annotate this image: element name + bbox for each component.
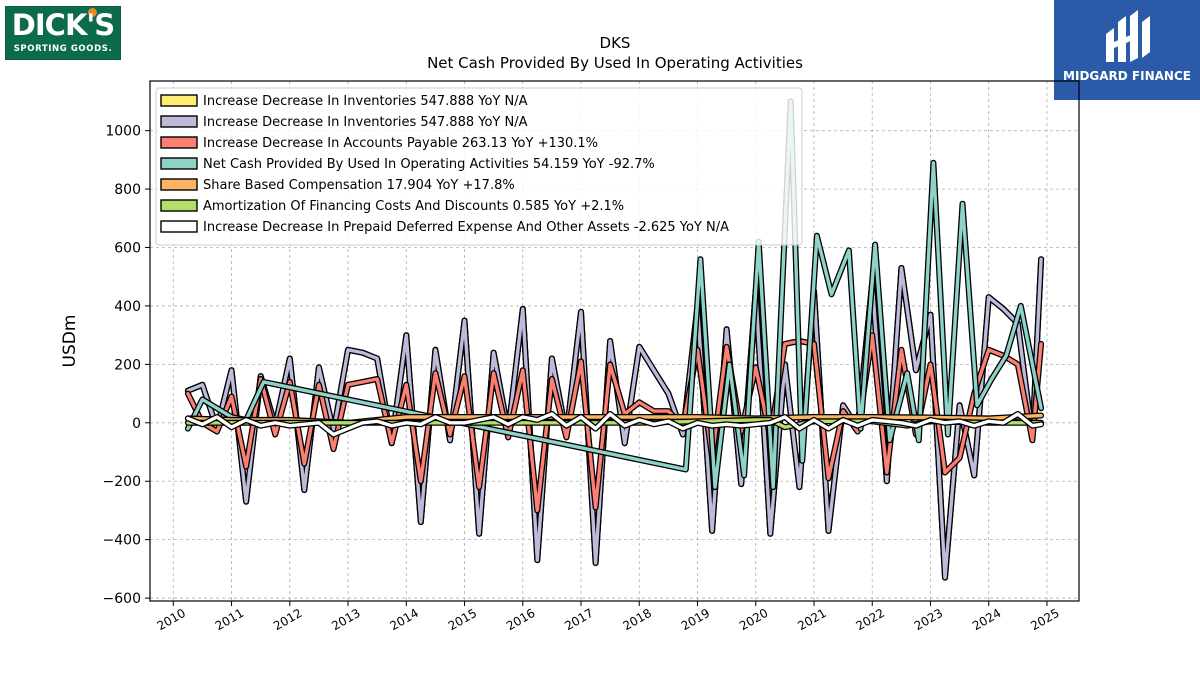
y-tick-label: 600 xyxy=(114,241,141,257)
logo-left-line1: DICK'S xyxy=(11,8,115,42)
y-tick-label: 400 xyxy=(114,299,141,315)
y-axis-label: USDm xyxy=(60,315,80,368)
plot-frame xyxy=(149,80,1080,602)
legend-swatch xyxy=(160,94,198,107)
y-tick-label: −400 xyxy=(103,533,141,549)
y-tick-label: 0 xyxy=(132,416,141,432)
x-tick-label: 2013 xyxy=(329,606,362,633)
legend-swatch xyxy=(160,178,198,191)
x-tick-label: 2024 xyxy=(970,606,1003,633)
legend-box xyxy=(155,87,803,246)
axes: 2010 2011 2012 2013 2014 2015 2016 2017 2018 2019… xyxy=(103,124,1062,634)
x-tick-label: 2023 xyxy=(912,606,945,633)
legend-swatch xyxy=(160,199,198,212)
x-tick-label: 2022 xyxy=(854,606,887,633)
legend-label: Increase Decrease In Inventories 547.888… xyxy=(203,115,528,130)
x-tick-label: 2015 xyxy=(446,606,479,633)
y-tick-label: −600 xyxy=(103,591,141,607)
series-line xyxy=(186,99,1043,489)
y-tick-label: 200 xyxy=(114,357,141,373)
x-tick-label: 2020 xyxy=(737,606,770,633)
legend: Increase Decrease In Inventories 547.888… xyxy=(155,87,803,246)
x-tick-label: 2016 xyxy=(504,606,537,633)
x-tick-label: 2025 xyxy=(1028,606,1061,633)
x-tick-label: 2017 xyxy=(562,606,595,633)
x-tick-label: 2010 xyxy=(155,606,188,633)
legend-label: Increase Decrease In Inventories 547.888… xyxy=(203,94,528,109)
legend-label: Amortization Of Financing Costs And Disc… xyxy=(203,199,624,214)
legend-label: Net Cash Provided By Used In Operating A… xyxy=(203,157,655,172)
x-tick-label: 2014 xyxy=(388,606,421,633)
logo-left-line2: SPORTING GOODS. xyxy=(13,44,113,54)
x-tick-label: 2019 xyxy=(679,606,712,633)
chart-subtitle: Net Cash Provided By Used In Operating A… xyxy=(427,54,803,72)
series-line xyxy=(186,412,1043,437)
x-tick-label: 2021 xyxy=(795,606,828,633)
midgard-emblem-icon xyxy=(1106,10,1150,62)
y-tick-label: 800 xyxy=(114,182,141,198)
midgard-finance-logo: MIDGARD FINANCE xyxy=(1054,0,1200,100)
legend-swatch xyxy=(160,220,198,233)
legend-label: Share Based Compensation 17.904 YoY +17.… xyxy=(203,178,515,193)
y-tick-label: 1000 xyxy=(105,124,141,140)
series-lines xyxy=(184,98,1045,581)
legend-label: Increase Decrease In Prepaid Deferred Ex… xyxy=(203,220,729,235)
legend-swatch xyxy=(160,115,198,128)
x-tick-label: 2011 xyxy=(213,606,246,633)
series-line xyxy=(186,333,1043,513)
basketball-icon xyxy=(88,8,97,17)
legend-swatch xyxy=(160,136,198,149)
x-tick-label: 2012 xyxy=(271,606,304,633)
logo-right-text: MIDGARD FINANCE xyxy=(1063,69,1191,83)
chart-title: DKS xyxy=(600,34,631,52)
y-tick-label: −200 xyxy=(103,474,141,490)
legend-swatch xyxy=(160,157,198,170)
x-tick-label: 2018 xyxy=(621,606,654,633)
legend-label: Increase Decrease In Accounts Payable 26… xyxy=(203,136,598,151)
dicks-sporting-goods-logo: DICK'S SPORTING GOODS. xyxy=(5,6,121,60)
